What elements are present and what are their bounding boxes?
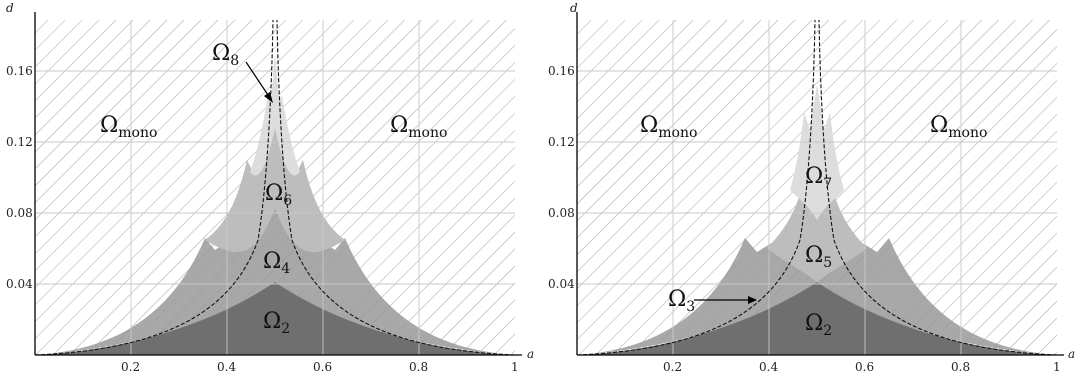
right-label-omega7: Ω7 [805,164,832,192]
left-boundary-curve-right [276,19,516,356]
right-label-omega2: Ω2 [805,311,832,339]
right-arrowhead-omega3 [748,296,757,304]
left-label-omega6: Ω6 [265,181,292,209]
left-xtick-label: 0.6 [313,360,332,374]
left-grid [35,20,515,355]
right-panel: 0.04 0.08 0.12 0.16 0.2 0.4 0.6 0.8 1 d … [548,1,1075,374]
left-label-omega4: Ω4 [263,249,290,277]
left-x-axis-label: a [527,347,534,361]
left-label-omega8: Ω8 [212,41,239,69]
right-label-omega-mono-left: Ωmono [640,113,697,141]
right-y-axis-label: d [570,1,578,15]
right-ytick-label: 0.16 [548,64,575,78]
right-label-omega5: Ω5 [805,243,832,271]
left-arrowhead-omega8 [264,92,273,103]
left-arrow-omega8 [245,61,271,99]
left-label-omega-mono-left: Ωmono [100,113,157,141]
left-y-axis-label: d [6,1,14,15]
right-xtick-label: 0.4 [759,360,778,374]
left-region-omega4 [35,182,515,355]
left-region-omega2 [35,282,515,355]
right-xtick-label: 0.6 [855,360,874,374]
right-grid [577,20,1057,355]
left-region-omega6 [205,122,345,253]
right-ytick-label: 0.04 [548,277,575,291]
right-boundary-curve-right [818,19,1058,356]
left-region-omega8 [250,55,300,176]
left-xtick-label: 0.8 [409,360,428,374]
left-ytick-label: 0.16 [6,64,33,78]
left-xtick-label: 0.2 [121,360,140,374]
right-label-omega3: Ω3 [668,287,695,315]
right-x-axis-label: a [1068,347,1075,361]
right-region-omega2 [577,282,1057,355]
left-xtick-label: 0.4 [217,360,236,374]
right-ytick-label: 0.08 [548,206,575,220]
right-ytick-label: 0.12 [548,135,575,149]
left-label-omega2: Ω2 [263,309,290,337]
right-xtick-label: 0.2 [663,360,682,374]
right-xtick-label: 0.8 [951,360,970,374]
left-ytick-label: 0.08 [6,206,33,220]
left-ytick-label: 0.04 [6,277,33,291]
right-xtick-label: 1 [1053,360,1061,374]
left-boundary-curve [34,19,274,356]
left-panel: 0.04 0.08 0.12 0.16 0.2 0.4 0.6 0.8 1 d … [6,1,534,374]
right-boundary-curve [576,19,816,356]
right-region-omega3 [577,237,1057,355]
left-label-omega-mono-right: Ωmono [390,113,447,141]
right-label-omega-mono-right: Ωmono [930,113,987,141]
right-region-omega7 [790,85,844,220]
left-ytick-label: 0.12 [6,135,33,149]
left-xtick-label: 1 [511,360,519,374]
